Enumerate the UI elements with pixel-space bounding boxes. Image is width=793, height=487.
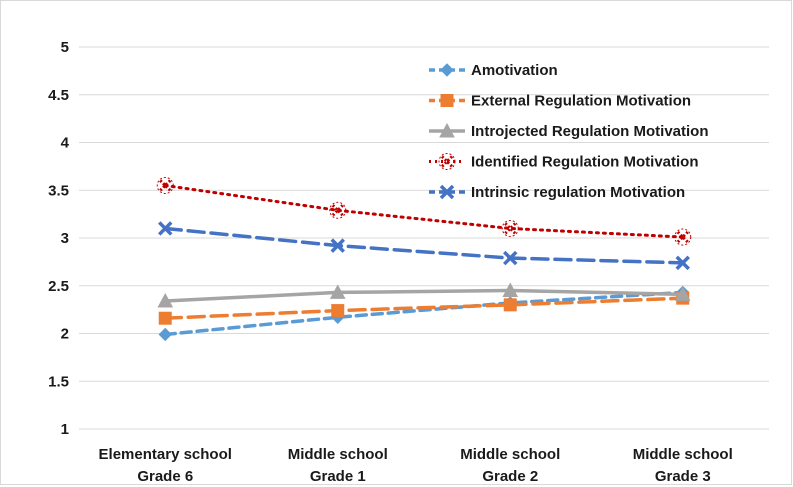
legend-label: Identified Regulation Motivation <box>471 154 699 171</box>
series-4 <box>158 221 690 271</box>
data-point <box>503 298 517 312</box>
legend-marker <box>440 94 454 107</box>
legend: Amotivation External Regulation Motivatio… <box>429 62 709 201</box>
legend-marker <box>439 184 455 200</box>
series-line <box>163 296 685 320</box>
x-tick-label: Middle school <box>460 446 560 463</box>
data-point <box>158 221 173 236</box>
legend-marker <box>438 153 456 170</box>
y-tick-label: 3 <box>61 230 69 247</box>
y-tick-label: 1 <box>61 421 69 438</box>
y-tick-label: 4.5 <box>48 87 69 104</box>
y-tick-label: 2 <box>61 326 69 343</box>
legend-label: External Regulation Motivation <box>471 93 691 110</box>
y-tick-label: 3.5 <box>48 182 69 199</box>
data-point <box>501 219 519 237</box>
series-line <box>163 226 685 265</box>
data-point <box>675 255 690 271</box>
data-point <box>329 284 346 299</box>
y-axis-tick-labels: 1 1.5 2 2.5 3 3.5 4 4.5 5 <box>48 39 70 438</box>
x-axis-tick-labels: Elementary school Grade 6 Middle school Gra… <box>99 446 733 485</box>
legend-item: Introjected Regulation Motivation <box>429 122 709 140</box>
x-tick-label: Elementary school <box>99 446 232 463</box>
series-2 <box>157 282 691 308</box>
data-point <box>502 282 519 298</box>
y-tick-label: 4 <box>61 135 70 152</box>
y-tick-label: 1.5 <box>48 373 69 390</box>
series-lines <box>156 176 692 342</box>
legend-item: Identified Regulation Motivation <box>429 153 699 171</box>
x-tick-label: Grade 2 <box>482 468 538 485</box>
data-point <box>331 304 345 318</box>
x-tick-label: Grade 3 <box>655 468 711 485</box>
legend-item: Amotivation <box>429 62 558 79</box>
series-3 <box>156 176 692 246</box>
data-point <box>329 201 347 219</box>
legend-marker <box>440 63 454 77</box>
data-point <box>330 238 345 253</box>
x-tick-label: Grade 6 <box>137 468 193 485</box>
data-point <box>157 292 174 308</box>
data-point <box>158 327 172 342</box>
series-line <box>163 290 685 337</box>
y-tick-label: 2.5 <box>48 278 69 295</box>
data-point <box>158 311 172 325</box>
series-1 <box>158 291 690 325</box>
legend-item: External Regulation Motivation <box>429 93 691 110</box>
legend-label: Introjected Regulation Motivation <box>471 123 709 140</box>
legend-marker <box>439 122 455 138</box>
data-point <box>674 286 691 301</box>
x-tick-label: Grade 1 <box>310 468 366 485</box>
y-tick-label: 5 <box>61 39 69 56</box>
x-tick-label: Middle school <box>633 446 733 463</box>
series-line <box>163 183 685 239</box>
legend-label: Amotivation <box>471 62 558 79</box>
x-tick-label: Middle school <box>288 446 388 463</box>
legend-item: Intrinsic regulation Motivation <box>429 184 685 201</box>
series-line <box>163 288 685 303</box>
data-point <box>156 176 174 194</box>
data-point <box>674 228 692 246</box>
legend-label: Intrinsic regulation Motivation <box>471 184 685 201</box>
data-point <box>503 250 518 266</box>
